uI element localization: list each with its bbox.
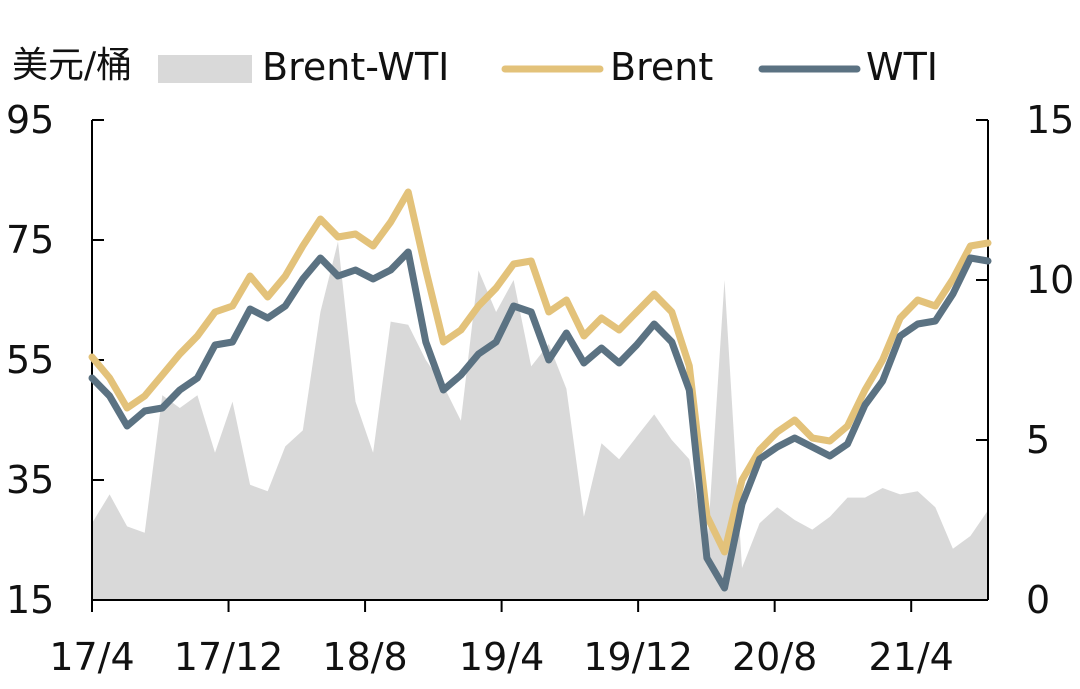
brent-wti-area	[92, 241, 988, 600]
brent-wti-spread-area	[92, 241, 988, 600]
x-tick-label: 21/4	[869, 635, 954, 679]
x-tick-label: 17/4	[49, 635, 134, 679]
tick-labels: 15 35 55 75 95 0 5 10 15 17/4 17/12 18/8 19/4 19/12 20…	[6, 98, 1074, 679]
right-tick-label: 5	[1026, 418, 1050, 462]
x-tick-label: 18/8	[322, 635, 407, 679]
legend-label-brent: Brent	[610, 45, 713, 89]
legend-swatch-brent-wti	[158, 55, 252, 83]
wti-line	[88, 248, 992, 592]
price-lines	[88, 188, 992, 592]
left-tick-label: 75	[6, 218, 54, 262]
x-tick-label: 17/12	[174, 635, 284, 679]
x-tick-label: 19/12	[583, 635, 693, 679]
right-tick-label: 10	[1026, 258, 1074, 302]
right-tick-label: 0	[1026, 578, 1050, 622]
left-tick-label: 95	[6, 98, 54, 142]
left-tick-label: 35	[6, 458, 54, 502]
unit-label: 美元/桶	[12, 45, 132, 86]
legend: 美元/桶 Brent-WTI Brent WTI	[12, 45, 938, 89]
right-tick-label: 15	[1026, 98, 1074, 142]
left-tick-label: 55	[6, 338, 54, 382]
x-tick-label: 19/4	[459, 635, 544, 679]
legend-label-wti: WTI	[866, 45, 938, 89]
left-tick-label: 15	[6, 578, 54, 622]
brent-line	[88, 188, 992, 556]
x-tick-label: 20/8	[732, 635, 817, 679]
legend-label-brent-wti: Brent-WTI	[262, 45, 449, 89]
